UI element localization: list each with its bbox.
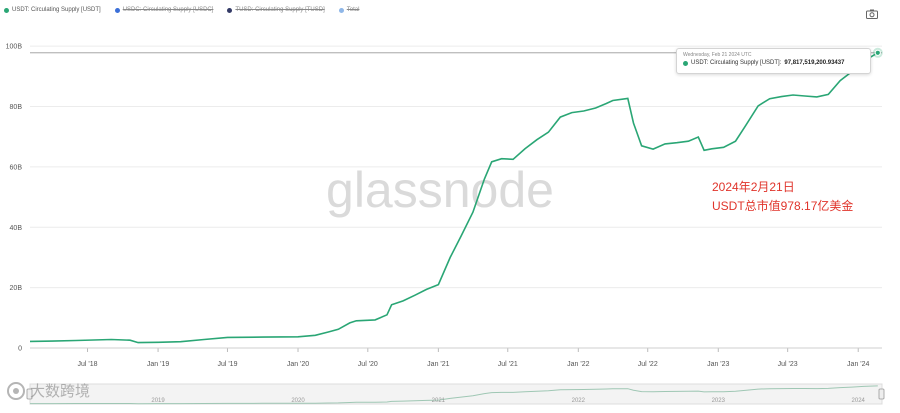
tooltip-series-label: USDT: Circulating Supply [USDT]: xyxy=(691,60,782,66)
x-tick-label: Jul '21 xyxy=(498,361,518,368)
hover-marker xyxy=(874,49,881,56)
x-tick-label: Jul '22 xyxy=(638,361,658,368)
y-axis: 0 20B 40B 60B 80B 100B xyxy=(6,44,23,353)
x-tick-label: Jan '19 xyxy=(147,361,169,368)
navigator-year-label: 2019 xyxy=(151,398,165,404)
y-tick-label: 40B xyxy=(10,225,23,232)
annotation-market-cap: USDT总市值978.17亿美金 xyxy=(712,199,854,213)
x-tick-label: Jul '18 xyxy=(78,361,98,368)
x-tick-label: Jul '20 xyxy=(358,361,378,368)
legend-label: Total xyxy=(346,7,360,13)
legend-item[interactable]: USDT: Circulating Supply [USDT] xyxy=(4,7,101,13)
tooltip: Wednesday, Feb 21 2024 UTC USDT: Circula… xyxy=(676,48,871,74)
legend-item[interactable]: Total xyxy=(338,7,360,13)
legend-color-dot xyxy=(338,7,344,13)
y-tick-label: 20B xyxy=(10,285,23,292)
x-axis: Jul '18 Jan '19 Jul '19 Jan '20 Jul '20 Jan '… xyxy=(30,347,882,368)
y-tick-label: 80B xyxy=(10,104,23,111)
annotation-date: 2024年2月21日 xyxy=(712,180,795,194)
navigator-left-handle[interactable] xyxy=(26,388,33,400)
legend-item[interactable]: USDC: Circulating Supply [USDC] xyxy=(114,7,214,13)
y-tick-label: 0 xyxy=(18,346,22,353)
x-tick-label: Jan '24 xyxy=(847,361,869,368)
tooltip-value: 97,817,519,200.93437 xyxy=(784,60,845,66)
camera-icon[interactable] xyxy=(866,6,878,19)
x-tick-label: Jan '20 xyxy=(287,361,309,368)
brand-watermark-text: 大数跨境 xyxy=(30,383,91,400)
navigator-year-label: 2021 xyxy=(432,398,446,404)
tooltip-date: Wednesday, Feb 21 2024 UTC xyxy=(683,52,752,58)
tooltip-row: USDT: Circulating Supply [USDT]: 97,817,… xyxy=(683,60,844,66)
navigator-year-label: 2022 xyxy=(572,398,586,404)
legend-color-dot xyxy=(4,7,9,13)
navigator-right-handle[interactable] xyxy=(878,388,885,400)
legend-label: USDT: Circulating Supply [USDT] xyxy=(12,7,101,13)
x-tick-label: Jan '23 xyxy=(707,361,729,368)
series-color-dot xyxy=(683,60,688,66)
legend-color-dot xyxy=(114,7,120,13)
x-tick-label: Jan '21 xyxy=(427,361,449,368)
y-tick-label: 100B xyxy=(6,44,23,51)
legend-item[interactable]: TUSD: Circulating Supply [TUSD] xyxy=(227,7,325,13)
x-tick-label: Jul '19 xyxy=(217,361,237,368)
navigator-line xyxy=(30,385,878,405)
navigator-year-label: 2024 xyxy=(852,398,866,404)
range-navigator[interactable]: 2019 2020 2021 2022 2023 2024 xyxy=(26,383,885,405)
usdt-supply-line xyxy=(29,52,879,344)
x-tick-label: Jan '22 xyxy=(567,361,589,368)
glassnode-watermark: glassnode xyxy=(326,162,554,218)
brand-watermark: 大数跨境 xyxy=(6,380,90,401)
legend-label: USDC: Circulating Supply [USDC] xyxy=(122,7,214,13)
x-tick-label: Jul '23 xyxy=(778,361,798,368)
brand-logo-icon xyxy=(7,381,25,400)
legend: USDT: Circulating Supply [USDT] USDC: Cir… xyxy=(4,3,359,17)
y-tick-label: 60B xyxy=(10,164,23,171)
navigator-year-label: 2023 xyxy=(712,398,726,404)
legend-label: TUSD: Circulating Supply [TUSD] xyxy=(235,7,325,13)
navigator-year-label: 2020 xyxy=(291,398,305,404)
legend-color-dot xyxy=(227,7,233,13)
